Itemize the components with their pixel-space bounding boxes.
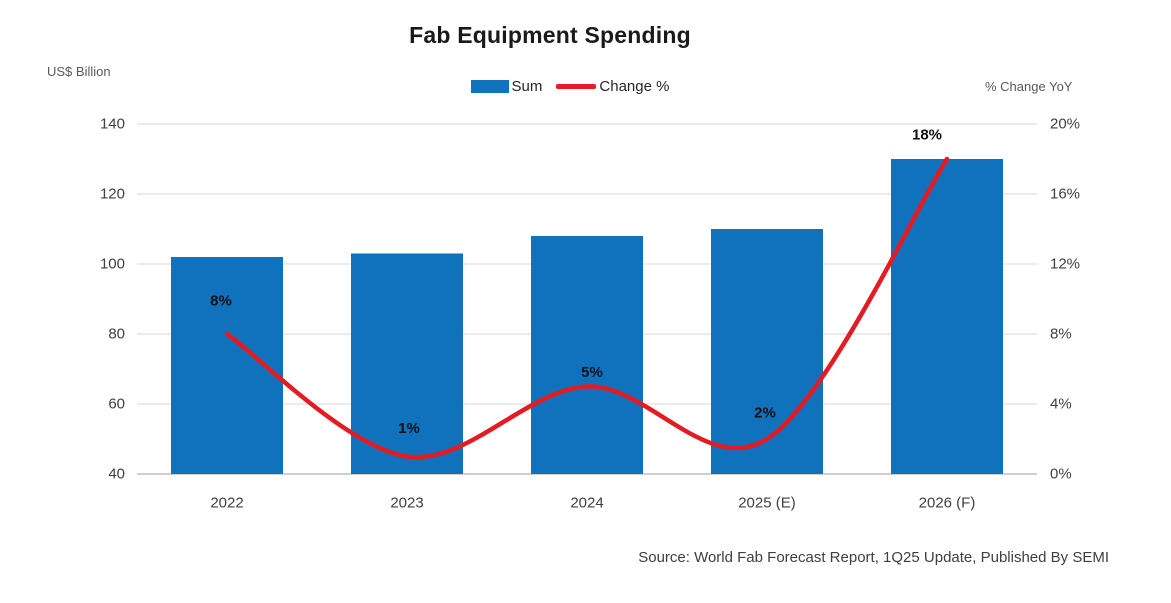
left-axis-tick-label: 100	[100, 256, 125, 273]
left-axis-title: US$ Billion	[47, 64, 111, 79]
change-percent-line	[224, 156, 950, 460]
right-axis-tick-label: 20%	[1050, 116, 1080, 133]
change-data-label: 8%	[210, 293, 232, 310]
source-note: Source: World Fab Forecast Report, 1Q25 …	[638, 549, 1109, 566]
right-axis-title: % Change YoY	[985, 79, 1073, 94]
x-axis-label: 2026 (F)	[919, 495, 976, 512]
right-axis-tick-label: 4%	[1050, 396, 1072, 413]
x-axis-label: 2025 (E)	[738, 495, 796, 512]
bar-2023	[351, 253, 463, 474]
change-data-label: 2%	[754, 405, 776, 422]
page-title: Fab Equipment Spending	[409, 22, 691, 48]
left-axis-tick-label: 140	[100, 116, 125, 133]
bar-2024	[531, 236, 643, 474]
left-axis-tick-label: 120	[100, 186, 125, 203]
left-axis-tick-label: 40	[108, 466, 125, 483]
x-axis-label: 2023	[390, 495, 423, 512]
change-data-label: 1%	[398, 420, 420, 437]
x-axis-label: 2022	[210, 495, 243, 512]
change-data-label: 5%	[581, 364, 603, 381]
left-axis-tick-label: 80	[108, 326, 125, 343]
bar-2026 (F)	[891, 159, 1003, 474]
legend-sum-swatch-icon	[470, 80, 509, 93]
legend-change-line-icon	[556, 84, 597, 89]
left-axis-tick-label: 60	[108, 396, 125, 413]
legend-change-label: Change %	[599, 78, 670, 95]
right-axis-tick-label: 8%	[1050, 326, 1072, 343]
x-axis-label: 2024	[570, 495, 603, 512]
chart-legend: Sum Change %	[0, 78, 1140, 95]
legend-sum-label: Sum	[511, 78, 543, 95]
right-axis-tick-label: 16%	[1050, 186, 1080, 203]
right-axis-tick-label: 0%	[1050, 466, 1072, 483]
bar-2025 (E)	[711, 229, 823, 474]
change-data-label: 18%	[912, 127, 942, 144]
right-axis-tick-label: 12%	[1050, 256, 1080, 273]
